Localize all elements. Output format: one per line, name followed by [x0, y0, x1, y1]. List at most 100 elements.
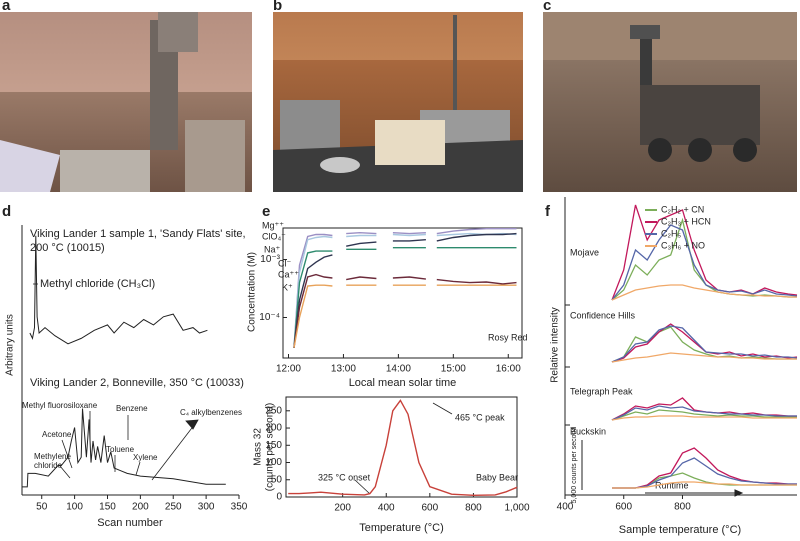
trace [29, 235, 208, 345]
series-label: Mg⁺⁺ [262, 220, 284, 230]
y-axis-label: Mass 32 [253, 428, 264, 466]
annotation: Viking Lander 2, Bonneville, 350 °C (100… [30, 377, 244, 389]
series-line [611, 352, 797, 363]
annotation-arrows [354, 402, 453, 495]
annotation: Rosy Red [488, 332, 528, 342]
annotation: chloride [34, 461, 63, 470]
x-tick-label: 200 [334, 503, 351, 514]
annotation: 325 °C onset [318, 472, 371, 482]
series-line [293, 284, 517, 348]
series-label: Ca⁺⁺ [278, 269, 299, 279]
series-line [293, 228, 517, 348]
y-tick-label: 10⁻³ [260, 254, 280, 265]
y-axis-label: (counts per second) [265, 403, 276, 491]
x-axis-label: Local mean solar time [349, 377, 457, 389]
x-tick-label: 300 [198, 502, 215, 513]
plot-frame [285, 396, 518, 498]
group-label: Mojave [570, 247, 599, 257]
y-tick-label: 100 [265, 457, 282, 468]
x-tick-label: 12:00 [276, 364, 301, 375]
group-label: Buckskin [570, 426, 606, 436]
group-label: Telegraph Peak [570, 386, 633, 396]
series-label: Na⁺ [264, 244, 281, 254]
series-line [293, 232, 517, 348]
y-tick-label: 10⁻⁴ [259, 312, 280, 323]
y-tick-label: 250 [265, 405, 282, 416]
series-line [611, 284, 797, 301]
x-tick-label: 1,000 [504, 503, 529, 514]
series-line [611, 325, 798, 363]
annotation: 465 °C peak [455, 412, 505, 422]
plot-frame [282, 227, 523, 359]
legend-label: C₂H₃ + HCN [661, 216, 711, 226]
panel-label: f [545, 203, 551, 220]
y-axis-label: Relative intensity [550, 307, 561, 383]
photo-b [273, 12, 523, 192]
annotation: Benzene [116, 404, 148, 413]
x-tick-label: 200 [132, 502, 149, 513]
annotation: Baby Bear [476, 472, 518, 482]
x-axis-label: Temperature (°C) [359, 522, 443, 534]
annotation: Methyl chloride (CH₃Cl) [40, 278, 155, 290]
series-line [612, 457, 797, 489]
legend-label: C₂H₅ [661, 228, 681, 238]
group-label: Confidence Hills [570, 310, 636, 320]
x-tick-label: 400 [557, 502, 574, 513]
annotation: C₄ alkylbenzenes [180, 408, 242, 417]
panel-label: e [262, 203, 270, 220]
x-tick-label: 350 [231, 502, 248, 513]
x-tick-label: 13:00 [331, 364, 356, 375]
y-tick-label: 0 [276, 492, 282, 503]
annotation: Acetone [42, 430, 72, 439]
trace [22, 408, 226, 488]
x-tick-label: 600 [615, 502, 632, 513]
x-tick-label: 150 [99, 502, 116, 513]
panel-label: b [273, 0, 282, 14]
annotation: Toluene [106, 445, 135, 454]
series-line [612, 472, 797, 489]
x-tick-label: 800 [465, 503, 482, 514]
annotation: 5,000 counts per second [571, 427, 578, 504]
series-line [293, 273, 517, 348]
x-tick-label: 14:00 [386, 364, 411, 375]
chart-title: Viking Lander 1 sample 1, 'Sandy Flats' … [30, 228, 246, 240]
series-label: ClO₄⁻ [262, 231, 286, 241]
x-tick-label: 15:00 [441, 364, 466, 375]
photo-c [543, 12, 797, 192]
y-tick-label: 200 [265, 423, 282, 434]
series-line [293, 247, 517, 348]
y-tick-label: 50 [271, 474, 283, 485]
x-axis-label: Scan number [97, 517, 163, 529]
series-label: K⁺ [282, 282, 293, 292]
series-line [611, 415, 797, 421]
annotation: Runtime [655, 480, 689, 490]
x-axis-label: Sample temperature (°C) [619, 524, 741, 536]
series-line [293, 232, 517, 348]
series-line [611, 409, 797, 421]
series-line [612, 481, 797, 489]
series-line [611, 217, 797, 301]
series-label: Cl⁻ [278, 258, 291, 268]
panel-label: a [2, 0, 11, 14]
legend-label: C₃H₆ + NO [661, 240, 705, 250]
x-tick-label: 16:00 [496, 364, 521, 375]
x-tick-label: 100 [66, 502, 83, 513]
chart-title: 200 °C (10015) [30, 242, 105, 254]
series-line [288, 399, 518, 497]
y-tick-label: 150 [265, 440, 282, 451]
legend-label: C₂H₂ + CN [661, 204, 704, 214]
x-tick-label: 800 [674, 502, 691, 513]
annotation: Methyl fluorosiloxane [22, 401, 98, 410]
series-line [611, 405, 797, 421]
series-line [611, 204, 798, 301]
annotation: Methylene [34, 452, 71, 461]
series-line [611, 326, 797, 363]
y-axis-label: Arbitrary units [5, 314, 16, 376]
panel-label: c [543, 0, 551, 14]
x-tick-label: 50 [36, 502, 48, 513]
y-axis-label: Concentration (M) [247, 252, 258, 332]
x-tick-label: 400 [378, 503, 395, 514]
panel-label: d [2, 203, 11, 220]
series-line [611, 224, 798, 301]
